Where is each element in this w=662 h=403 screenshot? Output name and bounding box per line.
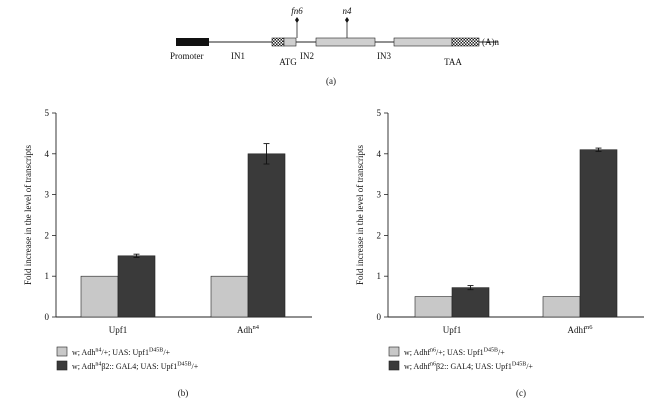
legend-label-superscript: D45B: [512, 362, 526, 368]
x-tick-label: Adhfn6: [568, 324, 594, 335]
legend-label: w; Adhn4β2:: GAL4; UAS: Upf1D45B/+: [72, 362, 199, 372]
legend-label-part: w; Adh: [72, 348, 95, 357]
x-tick-label-base: Upf1: [109, 325, 128, 335]
n4-label: n4: [343, 6, 353, 16]
legend-label-superscript: D45B: [484, 348, 498, 354]
chart-panel-c: 0 1 2 3 4 5 Fold increase in the level of tran…: [355, 108, 644, 398]
legend-label-part: /+; UAS: Upf1: [436, 348, 484, 357]
exon3-utr-box: [451, 37, 480, 47]
y-tick-label: 3: [377, 190, 382, 200]
bar: [542, 296, 581, 318]
x-tick-label-base: Upf1: [443, 325, 462, 335]
legend-label-part: w; Adhf: [404, 348, 430, 357]
legend-label-part: β2:: GAL4; UAS: Upf1: [436, 362, 512, 371]
y-tick-label: 1: [45, 271, 50, 281]
legend-label: w; Adhfn6β2:: GAL4; UAS: Upf1D45B/+: [404, 362, 533, 372]
y-tick-label: 0: [45, 312, 50, 322]
legend-swatch: [56, 346, 68, 357]
y-tick-label: 3: [45, 190, 50, 200]
legend-label-part: β2:: GAL4; UAS: Upf1: [101, 362, 177, 371]
legend-label-part: /+; UAS: Upf1: [101, 348, 149, 357]
y-tick-label: 4: [377, 149, 382, 159]
legend-swatch: [56, 360, 68, 371]
x-tick-label: Upf1: [443, 325, 462, 335]
x-tick-label: Adhn4: [237, 324, 260, 335]
promoter-box: [176, 38, 209, 46]
gene-diagram: fn6 n4 Promoter IN1 ATG IN2 IN3 TAA (A)n…: [170, 6, 499, 86]
in3-label: IN3: [377, 51, 391, 61]
in1-label: IN1: [231, 51, 245, 61]
x-tick-label-superscript: n4: [253, 324, 260, 331]
bar: [80, 275, 119, 318]
panel-caption: (c): [516, 388, 526, 398]
exon1-coding-box: [283, 37, 297, 47]
bar: [579, 149, 618, 318]
legend-label-superscript: D45B: [149, 348, 163, 354]
legend-label-part: w; Adhf: [404, 362, 430, 371]
exon1-utr-box: [271, 37, 285, 47]
legend-label: w; Adhn4/+; UAS: Upf1D45B/+: [72, 348, 171, 358]
y-tick-label: 5: [45, 108, 50, 118]
y-axis-label: Fold increase in the level of transcript…: [23, 145, 33, 285]
polya-label: (A)n: [482, 37, 499, 47]
panel-a-caption: (a): [326, 76, 336, 86]
legend-label-superscript: n4: [95, 362, 101, 368]
exon2-box: [315, 37, 376, 47]
legend-label-superscript: n4: [95, 348, 101, 354]
bar: [210, 275, 249, 318]
chart-panel-b: 0 1 2 3 4 5 Fold increase in the level of tran…: [23, 108, 312, 398]
bar: [451, 287, 490, 318]
in2-label: IN2: [300, 51, 314, 61]
taa-label: TAA: [444, 57, 462, 67]
y-tick-label: 1: [377, 271, 382, 281]
legend-label-part: /+: [526, 362, 533, 371]
x-tick-label: Upf1: [109, 325, 128, 335]
legend-swatch: [388, 360, 400, 371]
y-tick-label: 2: [45, 230, 50, 240]
x-tick-label-base: Adh: [237, 325, 253, 335]
y-tick-label: 5: [377, 108, 382, 118]
panel-caption: (b): [178, 388, 189, 398]
legend-label-part: /+: [192, 362, 199, 371]
fn6-label: fn6: [291, 6, 303, 16]
exon3-coding-box: [393, 37, 453, 47]
y-tick-label: 0: [377, 312, 382, 322]
legend-label-superscript: n6: [430, 348, 436, 354]
y-axis-label: Fold increase in the level of transcript…: [355, 145, 365, 285]
legend-label: w; Adhfn6/+; UAS: Upf1D45B/+: [404, 348, 505, 358]
n4-marker-icon: [345, 17, 349, 23]
legend-label-part: /+: [163, 348, 170, 357]
legend-label-part: /+: [498, 348, 505, 357]
x-tick-label-superscript: n6: [586, 324, 593, 331]
y-tick-label: 4: [45, 149, 50, 159]
bar: [117, 255, 156, 318]
x-tick-label-base: Adhf: [568, 325, 587, 335]
bar: [247, 153, 286, 318]
legend-label-part: w; Adh: [72, 362, 95, 371]
promoter-label: Promoter: [170, 51, 204, 61]
fn6-marker-icon: [295, 17, 299, 23]
bar: [414, 296, 453, 318]
legend-label-superscript: n6: [430, 362, 436, 368]
y-tick-label: 2: [377, 230, 382, 240]
legend-swatch: [388, 346, 400, 357]
atg-label: ATG: [279, 57, 297, 67]
legend-label-superscript: D45B: [177, 362, 191, 368]
